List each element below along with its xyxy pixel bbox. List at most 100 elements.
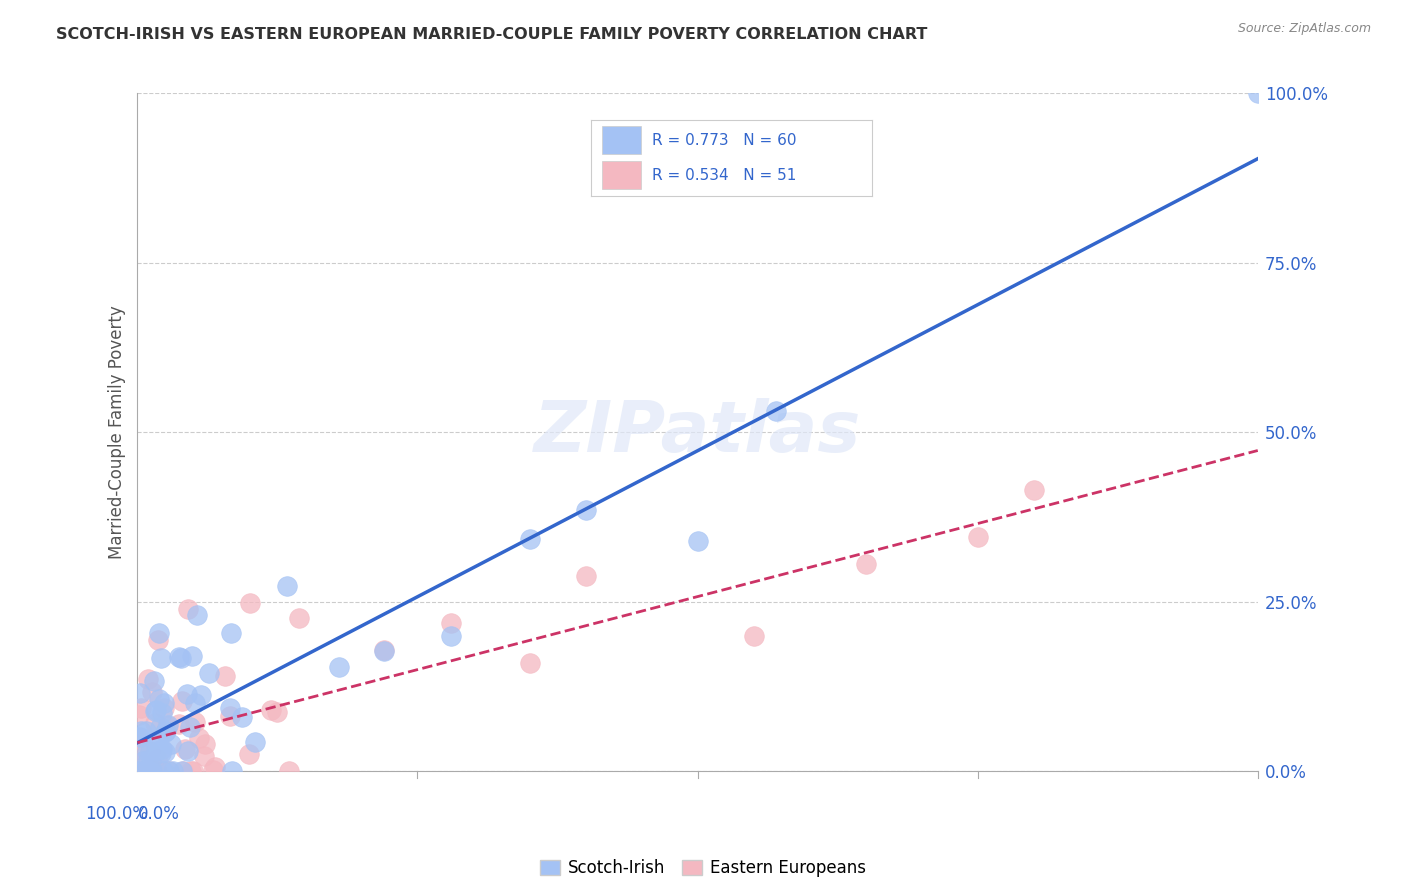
Point xyxy=(174,741,197,756)
Point xyxy=(519,657,541,671)
Point xyxy=(742,629,765,643)
Text: ZIPatlas: ZIPatlas xyxy=(534,398,862,467)
Point xyxy=(138,744,160,758)
Point xyxy=(162,764,184,779)
Point xyxy=(177,602,200,616)
Point xyxy=(148,734,170,748)
Point xyxy=(143,764,166,779)
Point xyxy=(141,764,163,779)
Point xyxy=(440,615,463,630)
Point xyxy=(169,716,191,731)
Point xyxy=(172,764,194,779)
Point xyxy=(153,745,176,759)
Point xyxy=(519,532,541,546)
Y-axis label: Married-Couple Family Poverty: Married-Couple Family Poverty xyxy=(108,305,127,559)
Point xyxy=(145,752,167,766)
Point xyxy=(129,700,152,714)
Point xyxy=(966,530,988,544)
Point xyxy=(219,701,242,715)
Point xyxy=(266,705,288,719)
Point xyxy=(287,611,309,625)
Point xyxy=(170,651,193,665)
Text: 0.0%: 0.0% xyxy=(138,805,180,823)
Point xyxy=(186,607,208,622)
Point xyxy=(128,708,150,723)
Point xyxy=(169,650,191,665)
Point xyxy=(148,691,170,706)
Point xyxy=(129,724,152,739)
Point xyxy=(201,764,224,778)
Point xyxy=(128,755,150,769)
Point xyxy=(150,741,173,756)
Text: R = 0.773   N = 60: R = 0.773 N = 60 xyxy=(652,133,797,148)
Point xyxy=(219,709,242,723)
Point xyxy=(179,720,201,734)
Point xyxy=(238,747,260,761)
Point xyxy=(136,753,159,767)
Point xyxy=(1022,483,1045,497)
Point xyxy=(221,626,243,640)
Point xyxy=(148,626,170,640)
Point xyxy=(1247,87,1270,101)
Point xyxy=(153,696,176,710)
Point xyxy=(146,764,169,779)
Point xyxy=(156,719,179,733)
Bar xyxy=(602,127,641,153)
Text: SCOTCH-IRISH VS EASTERN EUROPEAN MARRIED-COUPLE FAMILY POVERTY CORRELATION CHART: SCOTCH-IRISH VS EASTERN EUROPEAN MARRIED… xyxy=(56,27,928,42)
Point xyxy=(243,735,266,749)
Point xyxy=(149,720,172,734)
Point xyxy=(155,724,177,739)
Point xyxy=(134,764,156,779)
Point xyxy=(127,743,149,757)
Point xyxy=(127,764,149,779)
Point xyxy=(127,733,149,747)
Point xyxy=(143,673,166,688)
Point xyxy=(141,685,163,699)
Point xyxy=(129,731,152,745)
Point xyxy=(373,644,395,658)
Point xyxy=(276,579,298,593)
Point xyxy=(139,755,162,769)
Point xyxy=(139,764,162,779)
Point xyxy=(170,694,193,708)
Point xyxy=(157,764,180,779)
Text: R = 0.534   N = 51: R = 0.534 N = 51 xyxy=(652,168,797,183)
Point xyxy=(159,737,181,751)
Point xyxy=(686,534,709,549)
Point xyxy=(129,764,152,779)
Point xyxy=(152,764,174,779)
Point xyxy=(194,737,217,751)
Point xyxy=(765,404,787,418)
Point xyxy=(145,703,167,717)
Point xyxy=(221,764,243,779)
Point xyxy=(127,764,149,779)
Point xyxy=(181,764,204,779)
Point xyxy=(143,704,166,718)
Point xyxy=(180,648,202,663)
Point xyxy=(145,739,167,753)
Point xyxy=(170,764,193,779)
Text: Source: ZipAtlas.com: Source: ZipAtlas.com xyxy=(1237,22,1371,36)
Point xyxy=(190,689,212,703)
Point xyxy=(328,660,350,674)
Point xyxy=(150,706,173,720)
Point xyxy=(150,651,173,665)
Point xyxy=(156,717,179,731)
Point xyxy=(373,643,395,657)
Point xyxy=(153,700,176,714)
Point xyxy=(574,503,596,517)
Point xyxy=(277,764,299,779)
Point xyxy=(138,672,160,686)
Point xyxy=(187,731,209,746)
Point xyxy=(177,744,200,758)
Point xyxy=(176,687,198,701)
Bar xyxy=(602,161,641,189)
Point xyxy=(197,665,219,680)
Point xyxy=(139,745,162,759)
Point xyxy=(574,569,596,583)
Point xyxy=(135,723,157,738)
Point xyxy=(129,686,152,700)
Text: 100.0%: 100.0% xyxy=(86,805,149,823)
Point xyxy=(231,710,253,724)
Point xyxy=(150,747,173,761)
